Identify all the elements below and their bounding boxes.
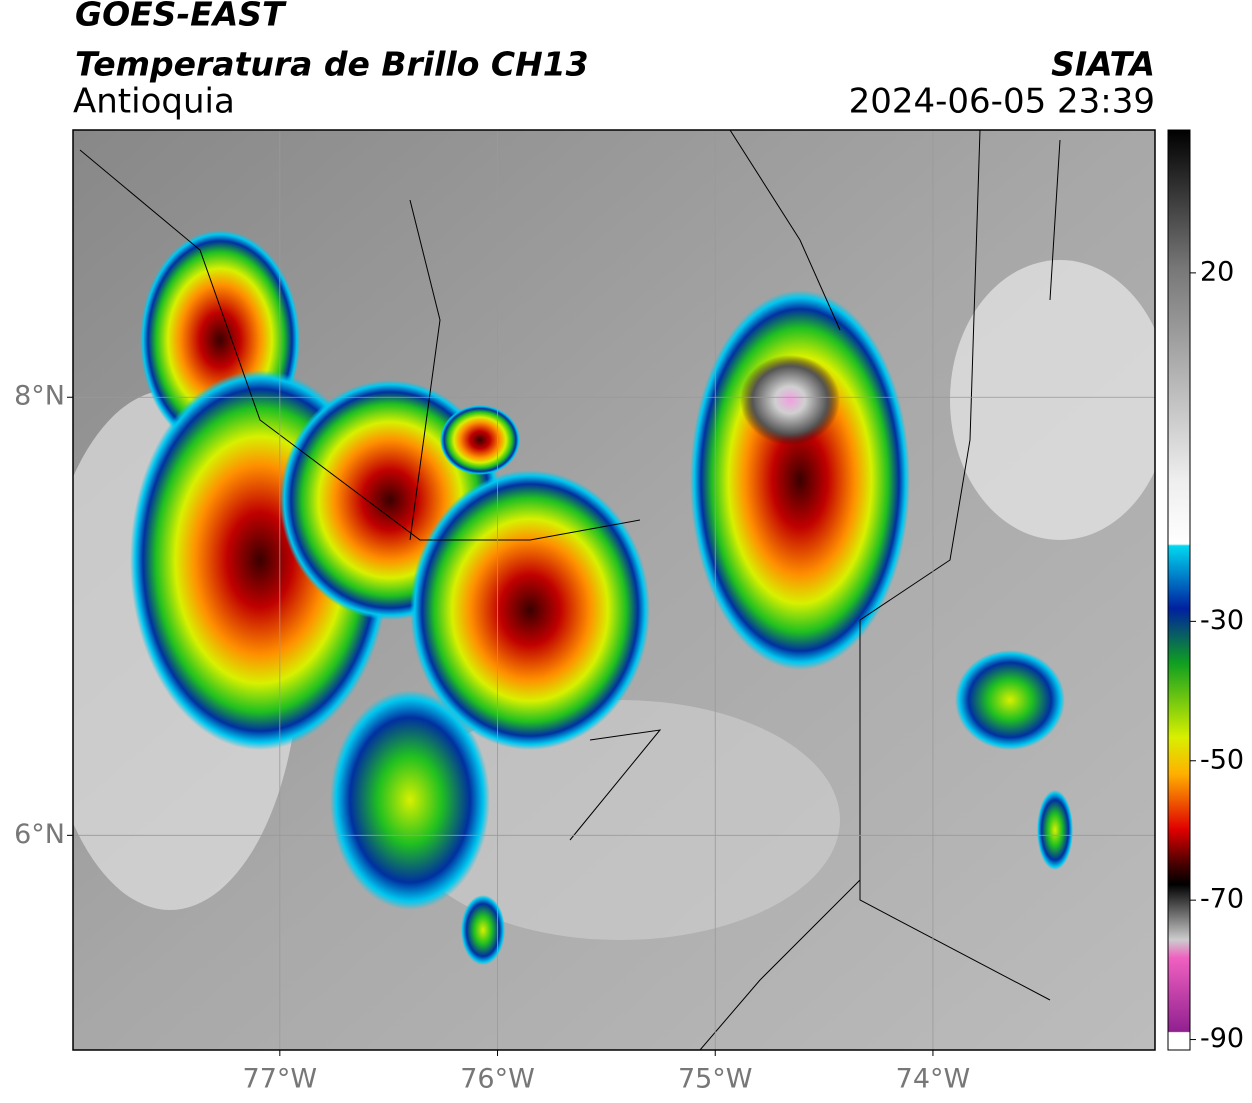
storm-top — [740, 355, 840, 445]
storm — [440, 405, 520, 475]
x-tick-label: 74°W — [896, 1064, 971, 1095]
colorbar-tick-label: -30 — [1200, 605, 1244, 636]
x-tick-label: 76°W — [460, 1064, 535, 1095]
colorbar-tick-label: 20 — [1200, 256, 1234, 287]
region: Antioquia — [73, 82, 235, 122]
y-tick-label: 8°N — [14, 381, 65, 412]
colorbar-tick-label: -50 — [1200, 744, 1244, 775]
x-tick-label: 75°W — [678, 1064, 753, 1095]
colorbar-tick-label: -70 — [1200, 884, 1244, 915]
cloud — [950, 260, 1155, 540]
graticule — [73, 130, 1155, 1050]
colorbar-tick-label: -90 — [1200, 1023, 1244, 1054]
storm — [690, 290, 910, 670]
map-frame — [72, 129, 1156, 1051]
colorbar — [1167, 129, 1191, 1051]
storm — [461, 895, 505, 965]
borders — [79, 130, 1061, 1050]
title: GOES-EAST — [75, 0, 287, 34]
map-imagery — [73, 130, 1155, 1050]
timestamp: 2024-06-05 23:39 — [849, 82, 1155, 122]
storm — [330, 690, 490, 910]
cloud — [400, 700, 840, 940]
subtitle: Temperatura de Brillo CH13 — [75, 45, 589, 84]
y-tick-label: 6°N — [14, 819, 65, 850]
storm — [955, 650, 1065, 750]
source: SIATA — [1051, 45, 1155, 84]
x-tick-label: 77°W — [243, 1064, 318, 1095]
storm — [1037, 790, 1073, 870]
